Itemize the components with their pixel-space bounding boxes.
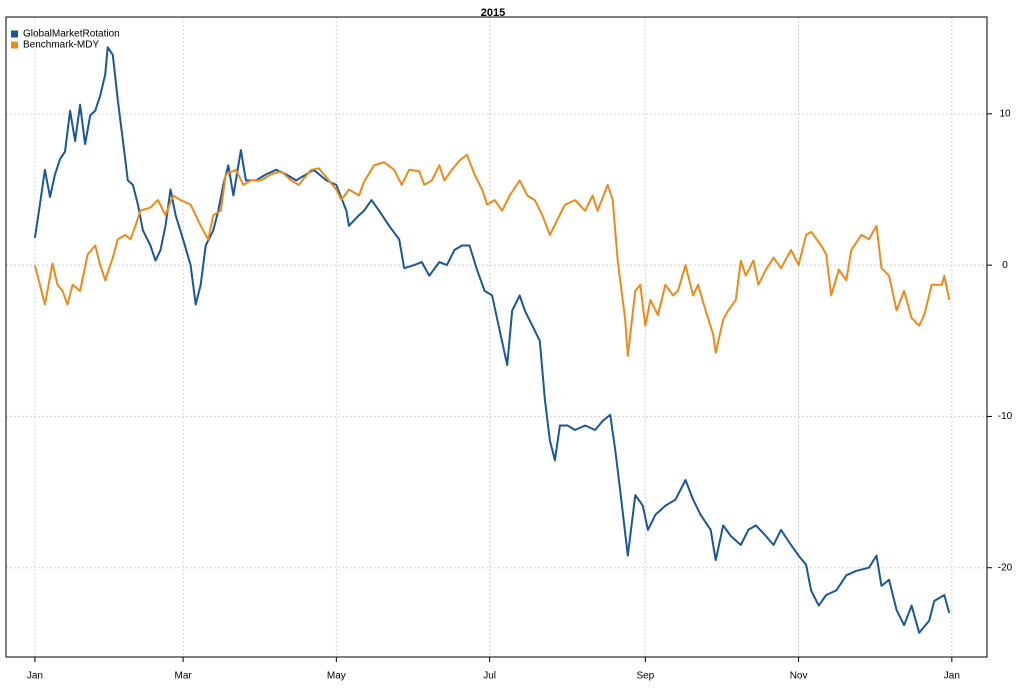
x-tick-label: May (327, 671, 346, 682)
legend-label: Benchmark-MDY (23, 40, 99, 51)
x-tick-label: Jan (944, 671, 960, 682)
y-tick-label: 0 (1002, 260, 1008, 271)
y-tick-label: -20 (998, 562, 1013, 573)
x-tick-label: Mar (174, 671, 192, 682)
series-line (33, 46, 951, 634)
legend-label: GlobalMarketRotation (23, 29, 120, 40)
x-tick-label: Jan (27, 671, 43, 682)
y-tick-label: 10 (999, 108, 1011, 119)
x-tick-label: Sep (636, 671, 654, 682)
x-tick-label: Nov (790, 671, 808, 682)
chart-title: 2015 (481, 7, 505, 19)
legend-swatch (11, 30, 18, 38)
plot-frame (5, 16, 988, 658)
series-line (33, 153, 951, 357)
x-tick-label: Jul (483, 671, 496, 682)
y-tick-label: -10 (998, 411, 1013, 422)
legend-swatch (11, 41, 18, 49)
